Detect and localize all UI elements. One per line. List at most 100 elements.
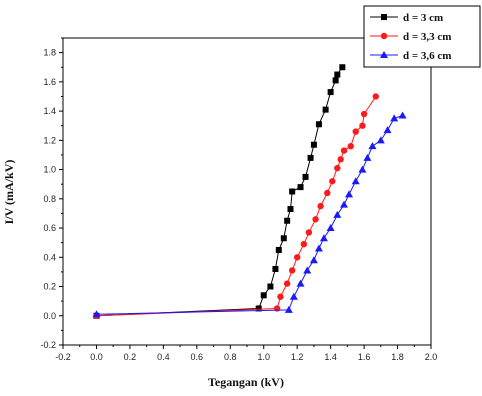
y-tick-label: 1.6 bbox=[43, 77, 56, 87]
data-point bbox=[267, 283, 274, 290]
y-tick-label: 0.8 bbox=[43, 194, 56, 204]
x-tick-label: 1.4 bbox=[324, 352, 337, 362]
x-tick-label: 1.0 bbox=[257, 352, 270, 362]
data-point bbox=[332, 77, 339, 84]
data-point bbox=[284, 305, 293, 313]
data-point bbox=[345, 190, 354, 198]
series-2 bbox=[93, 93, 379, 319]
data-point bbox=[309, 256, 318, 264]
legend-marker bbox=[380, 32, 388, 40]
data-point bbox=[288, 267, 296, 274]
data-point bbox=[327, 89, 334, 96]
data-point bbox=[390, 114, 399, 122]
y-axis-title: I/V (mA/kV) bbox=[2, 160, 16, 225]
data-point bbox=[289, 292, 298, 300]
legend: d = 3 cm d = 3,3 cm d = 3,6 cm bbox=[363, 5, 481, 68]
data-point bbox=[302, 173, 309, 180]
data-point bbox=[92, 310, 101, 318]
data-point bbox=[314, 244, 323, 252]
plot-frame bbox=[62, 37, 432, 346]
series-line bbox=[96, 66, 343, 317]
data-point bbox=[334, 71, 341, 78]
data-point bbox=[372, 93, 379, 100]
data-point bbox=[296, 279, 305, 287]
data-point bbox=[383, 126, 392, 134]
data-point bbox=[293, 254, 301, 261]
data-point bbox=[352, 128, 359, 135]
x-tick-label: 0.6 bbox=[191, 352, 204, 362]
data-point bbox=[333, 210, 342, 218]
legend-label: d = 3,6 cm bbox=[403, 50, 451, 62]
data-point bbox=[317, 202, 324, 210]
data-point bbox=[319, 234, 328, 242]
data-point bbox=[368, 142, 377, 150]
y-tick-label: 1.8 bbox=[43, 48, 56, 58]
x-tick-label: 1.2 bbox=[291, 352, 304, 362]
x-tick-label: 0.2 bbox=[124, 352, 137, 362]
data-point bbox=[334, 164, 341, 172]
x-tick-label: 1.6 bbox=[358, 352, 371, 362]
data-point bbox=[300, 240, 308, 248]
y-axis-ticks: -0.2 0.0 0.2 0.4 0.6 0.8 1.0 1.2 1.4 1.6 1.8 bbox=[40, 37, 63, 350]
data-point bbox=[289, 188, 296, 195]
data-point bbox=[312, 216, 319, 223]
x-tick-label: 1.8 bbox=[391, 352, 404, 362]
data-point bbox=[329, 178, 336, 185]
y-tick-label: 1.4 bbox=[43, 106, 56, 116]
x-axis-title: Tegangan (kV) bbox=[208, 375, 284, 389]
series-layer bbox=[92, 64, 407, 319]
y-tick-label: -0.2 bbox=[40, 340, 56, 350]
data-point bbox=[398, 111, 407, 119]
y-tick-label: 0.2 bbox=[43, 282, 56, 292]
data-point bbox=[260, 292, 267, 299]
legend-label: d = 3 cm bbox=[403, 12, 443, 24]
data-point bbox=[358, 165, 367, 173]
y-tick-label: 1.2 bbox=[43, 135, 56, 145]
data-point bbox=[284, 217, 291, 224]
data-point bbox=[324, 189, 331, 197]
x-tick-label: 0.4 bbox=[157, 352, 170, 362]
data-point bbox=[307, 154, 314, 161]
data-point bbox=[277, 293, 284, 300]
legend-marker bbox=[380, 51, 388, 58]
series-line bbox=[96, 96, 377, 317]
data-point bbox=[340, 147, 348, 154]
data-point bbox=[255, 305, 262, 312]
series-1 bbox=[93, 64, 346, 319]
x-tick-label: 0.8 bbox=[224, 352, 237, 362]
data-point bbox=[340, 200, 349, 208]
legend-label: d = 3,3 cm bbox=[403, 31, 451, 43]
data-point bbox=[305, 229, 313, 236]
x-axis-ticks: -0.2 0.0 0.2 0.4 0.6 0.8 1.0 1.2 1.4 1.6 1.8 2.0 bbox=[55, 345, 437, 362]
x-tick-label: 2.0 bbox=[425, 352, 438, 362]
data-point bbox=[315, 121, 322, 128]
series-3 bbox=[92, 111, 407, 318]
data-point bbox=[297, 184, 304, 191]
data-point bbox=[347, 142, 354, 150]
data-point bbox=[376, 136, 385, 144]
data-point bbox=[283, 280, 291, 287]
series-line bbox=[96, 115, 403, 315]
data-point bbox=[310, 141, 317, 148]
data-point bbox=[351, 177, 360, 185]
data-point bbox=[303, 266, 312, 274]
data-point bbox=[272, 265, 279, 272]
data-point bbox=[322, 106, 329, 113]
y-tick-label: 0.6 bbox=[43, 223, 56, 233]
data-point bbox=[363, 153, 372, 161]
y-tick-label: 1.0 bbox=[43, 165, 56, 175]
data-point bbox=[359, 122, 366, 129]
data-point bbox=[280, 235, 287, 242]
x-tick-label: 0.0 bbox=[90, 352, 103, 362]
data-point bbox=[339, 64, 346, 71]
y-tick-label: 0.0 bbox=[43, 311, 56, 321]
data-point bbox=[360, 110, 368, 118]
data-point bbox=[287, 206, 294, 213]
x-tick-label: -0.2 bbox=[55, 352, 71, 362]
data-point bbox=[275, 246, 282, 253]
y-tick-label: 0.4 bbox=[43, 252, 56, 262]
data-point bbox=[337, 156, 344, 163]
legend-marker bbox=[381, 14, 387, 20]
data-point bbox=[326, 224, 335, 232]
